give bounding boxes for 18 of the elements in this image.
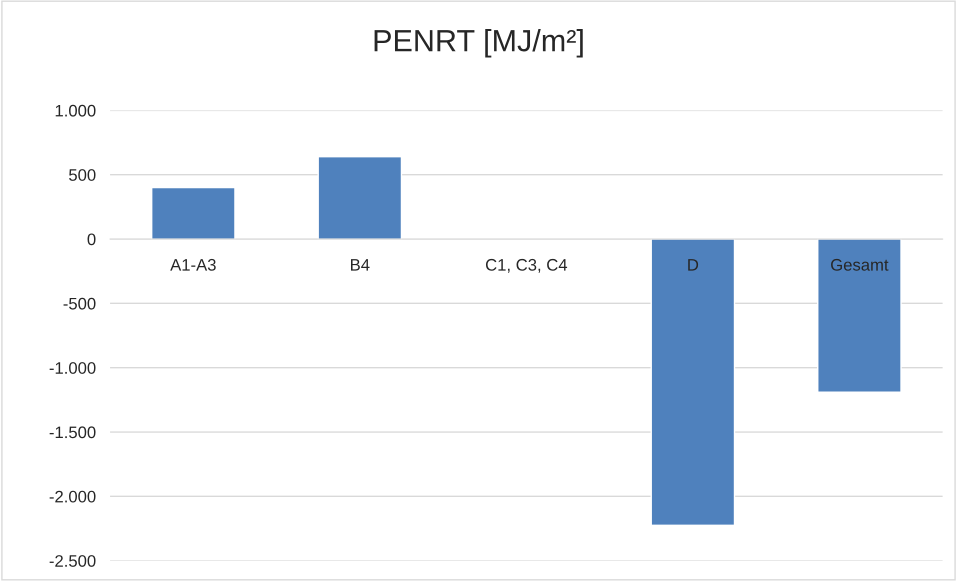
chart-title: PENRT [MJ/m²]: [374, 29, 583, 58]
y-tick-label: -2.000: [50, 490, 96, 503]
y-tick-label: -2.500: [50, 555, 96, 567]
y-tick-label: 1.000: [56, 104, 96, 117]
x-tick-label: D: [688, 259, 698, 271]
y-tick-label: -1.000: [50, 362, 96, 374]
bar: [318, 156, 402, 240]
y-tick-label: -500: [64, 298, 96, 310]
x-tick-label: Gesamt: [831, 258, 888, 271]
bar: [650, 238, 736, 526]
bar: [817, 238, 902, 393]
bar: [150, 186, 236, 240]
y-tick-label: -1.500: [50, 426, 96, 438]
x-tick-label: C1, C3, C4: [486, 258, 568, 273]
y-tick-label: 0: [88, 233, 96, 246]
x-tick-label: B4: [351, 259, 370, 271]
x-tick-label: A1-A3: [170, 258, 216, 271]
y-tick-label: 500: [69, 169, 96, 181]
